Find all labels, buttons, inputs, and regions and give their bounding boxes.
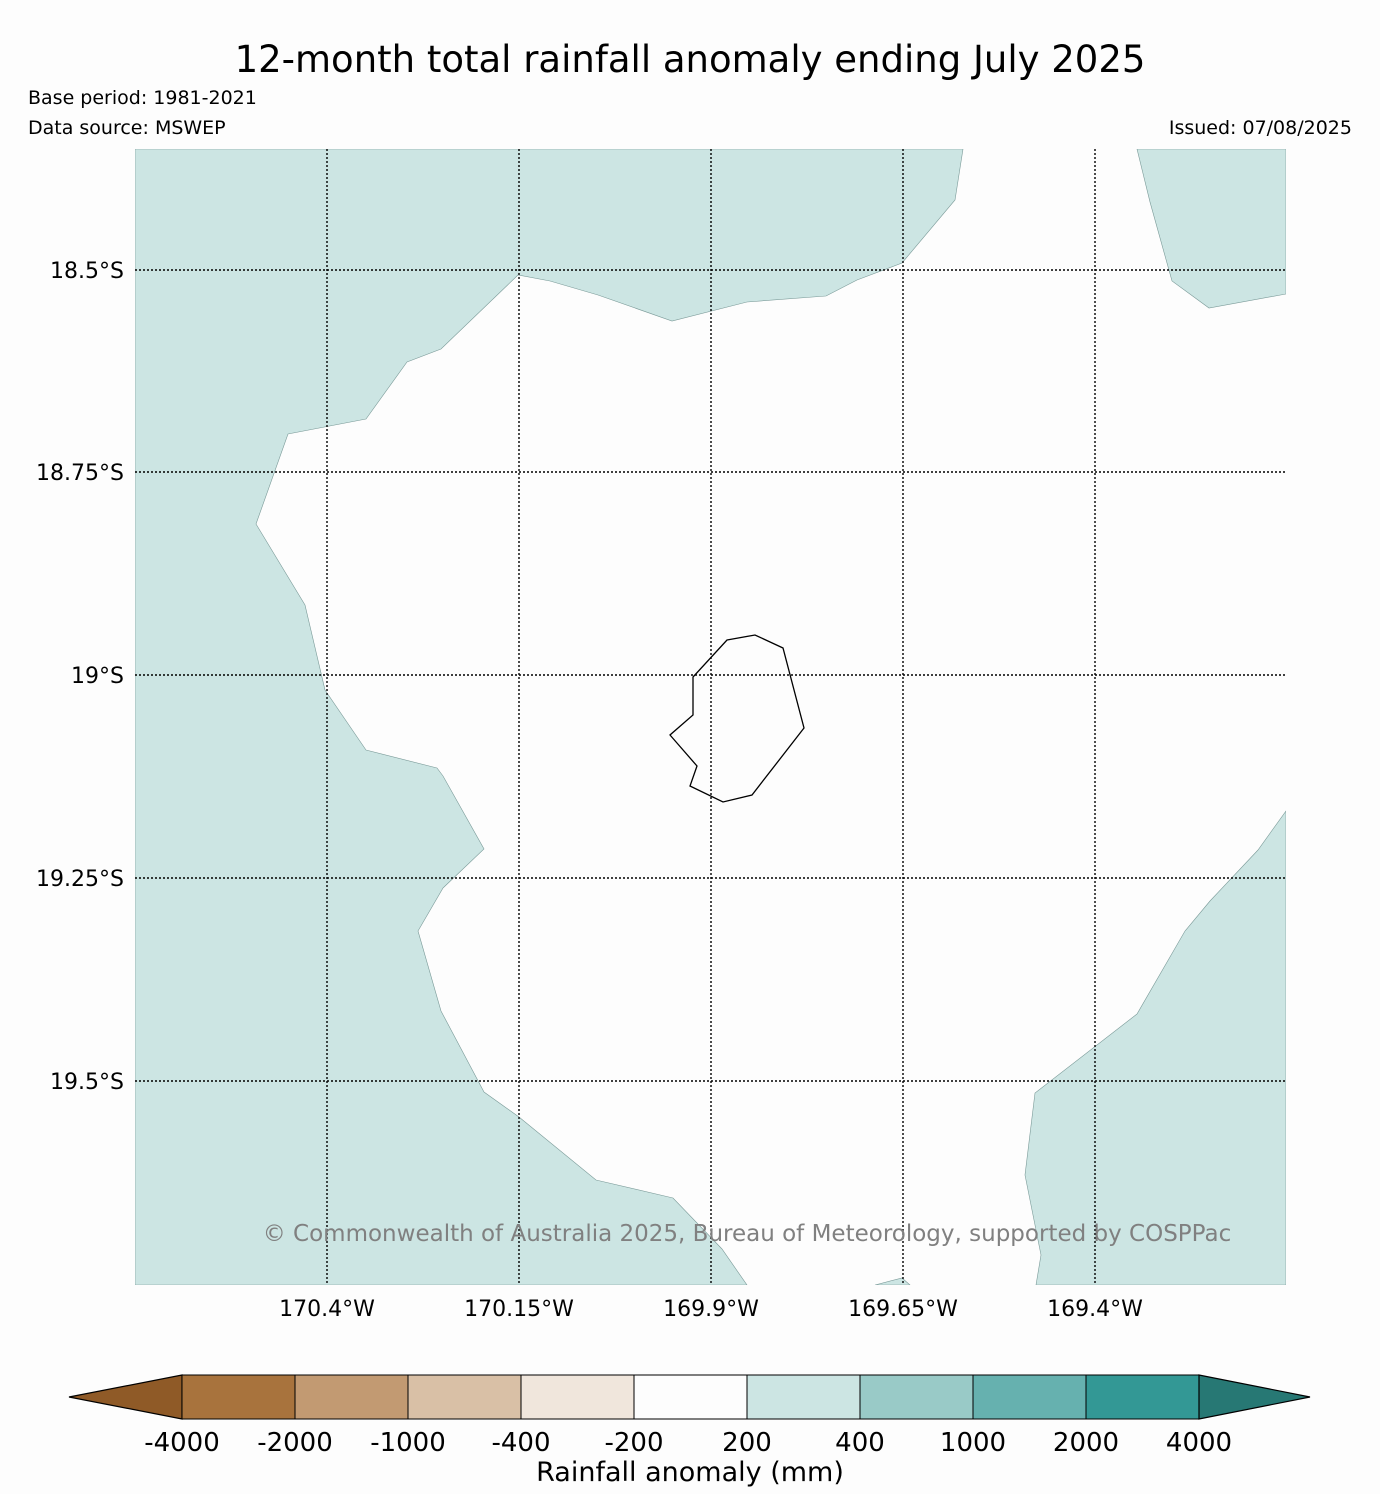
lon-label: 170.15°W [464, 1297, 574, 1322]
copyright-notice: © Commonwealth of Australia 2025, Bureau… [263, 1221, 1232, 1247]
colorbar-tick-label: -4000 [144, 1428, 220, 1458]
colorbar-tick-label: 200 [722, 1428, 772, 1458]
anomaly-region-west [135, 149, 964, 1285]
longitude-labels: 170.4°W 170.15°W 169.9°W 169.65°W 169.4°… [279, 1297, 1143, 1322]
colorbar-segment [520, 1374, 635, 1420]
colorbar-tick-label: 1000 [940, 1428, 1006, 1458]
lon-label: 169.4°W [1047, 1297, 1143, 1322]
colorbar-extend-high [1198, 1374, 1311, 1420]
colorbar-tick-label: -200 [604, 1428, 663, 1458]
lon-label: 169.9°W [663, 1297, 759, 1322]
colorbar-segment [181, 1374, 296, 1420]
colorbar-extend-low [68, 1374, 183, 1420]
colorbar-tick-label: -1000 [370, 1428, 446, 1458]
colorbar-segment [633, 1374, 748, 1420]
colorbar-segment [972, 1374, 1087, 1420]
anomaly-region-northeast [1136, 149, 1286, 309]
lat-label: 18.75°S [36, 461, 124, 486]
base-period: Base period: 1981-2021 [28, 87, 257, 109]
colorbar-segment [859, 1374, 974, 1420]
colorbar: -4000 -2000 -1000 -400 -200 200 400 1000 2000 400… [68, 1374, 1311, 1458]
colorbar-tick-label: -2000 [257, 1428, 333, 1458]
issued-date: Issued: 07/08/2025 [1168, 117, 1352, 139]
colorbar-segment [294, 1374, 409, 1420]
lat-label: 19.25°S [36, 867, 124, 892]
colorbar-segment [407, 1374, 522, 1420]
lat-label: 19.5°S [50, 1070, 124, 1095]
lat-label: 18.5°S [50, 259, 124, 284]
map-title: 12-month total rainfall anomaly ending J… [234, 38, 1146, 81]
colorbar-tick-label: 4000 [1166, 1428, 1232, 1458]
lat-label: 19°S [71, 664, 124, 689]
lon-label: 169.65°W [848, 1297, 958, 1322]
colorbar-tick-label: -400 [491, 1428, 550, 1458]
gridlines [135, 149, 1286, 1285]
colorbar-tick-label: 400 [835, 1428, 885, 1458]
latitude-labels: 18.5°S 18.75°S 19°S 19.25°S 19.5°S [36, 259, 124, 1095]
data-source: Data source: MSWEP [28, 117, 226, 139]
colorbar-tick-label: 2000 [1053, 1428, 1119, 1458]
map-plot-area: © Commonwealth of Australia 2025, Bureau… [135, 149, 1286, 1285]
colorbar-segment [746, 1374, 861, 1420]
island-coastline [669, 634, 805, 803]
anomaly-region-southeast [1024, 810, 1286, 1285]
colorbar-title: Rainfall anomaly (mm) [536, 1457, 844, 1488]
anomaly-region-south-patch [874, 1277, 911, 1285]
lon-label: 170.4°W [279, 1297, 375, 1322]
colorbar-segment [1085, 1374, 1200, 1420]
